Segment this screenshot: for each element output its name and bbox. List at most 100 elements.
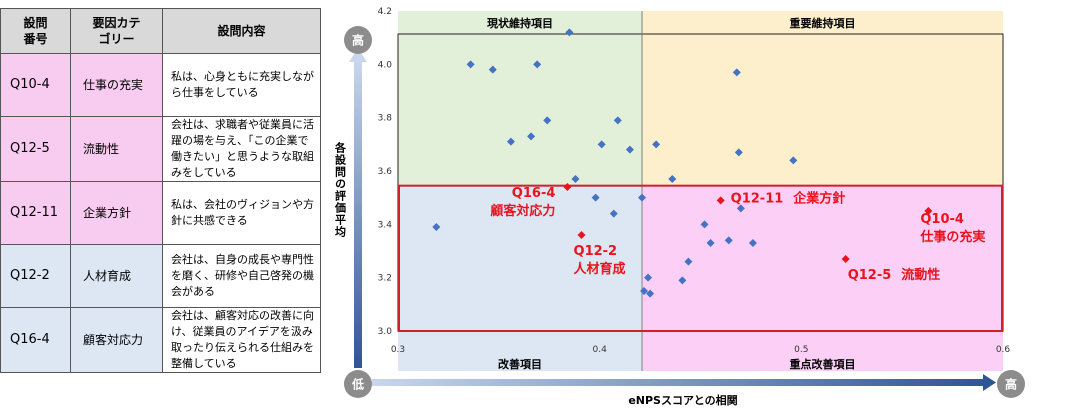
- y-high-badge: [344, 26, 372, 54]
- data-point: [466, 60, 475, 69]
- y-tick-label: 3.2: [378, 274, 392, 284]
- x-high-badge: [997, 370, 1025, 398]
- question-number-cell: Q12-5: [0, 116, 71, 182]
- highlight-category-label: 流動性: [901, 267, 940, 283]
- data-point: [724, 236, 733, 245]
- data-point: [543, 116, 552, 125]
- data-point: [488, 65, 497, 74]
- table-row: Q12-11 企業方針 私は、会社のヴィジョンや方針に共感できる: [0, 180, 321, 245]
- data-point: [646, 289, 655, 298]
- question-number-cell: Q10-4: [0, 53, 71, 117]
- y-tick-label: 3.4: [378, 220, 393, 230]
- data-point: [640, 287, 649, 295]
- data-point: [678, 276, 687, 285]
- plot-frame: [397, 11, 1004, 371]
- data-point: [571, 175, 580, 183]
- y-tick-label: 3.0: [378, 327, 393, 337]
- header-question-number: 設問 番号: [0, 8, 71, 54]
- table-body: Q10-4 仕事の充実 私は、心身ともに充実しながら仕事をしている Q12-5 流動性会…: [0, 53, 321, 373]
- question-number-cell: Q16-4: [0, 306, 71, 373]
- focus-region-border: [398, 184, 1003, 332]
- y-tick-label: 4.2: [378, 7, 392, 17]
- table-header-row: 設問 番号 要因カテ ゴリー 設問内容: [0, 8, 321, 54]
- data-point: [732, 68, 741, 77]
- question-content-cell: 会社は、自身の成長や専門性を磨く、研修や自己啓発の機会がある: [162, 243, 321, 308]
- question-content-cell: 私は、会社のヴィジョンや方針に共感できる: [162, 180, 321, 245]
- data-point: [734, 148, 743, 157]
- data-point: [591, 193, 600, 202]
- scatter-chart: 3.0 3.2 3.4 3.6 3.8 4.0 4.2 0.3 0.4 0.5 0.6 現状維持項目…: [334, 7, 1025, 407]
- highlight-id-label: Q16-4: [512, 186, 556, 201]
- highlight-category-label: 仕事の充実: [919, 229, 985, 245]
- data-point: [748, 239, 757, 247]
- data-point: [533, 60, 542, 69]
- factor-category-cell: 流動性: [70, 116, 163, 182]
- data-point: [789, 156, 798, 165]
- x-axis-arrow-head: [983, 374, 996, 391]
- question-table: 設問 番号 要因カテ ゴリー 設問内容 Q10-4 仕事の充実 私は、心身ともに充実…: [0, 8, 321, 373]
- y-tick-label: 4.0: [378, 60, 393, 70]
- y-tick-label: 3.6: [378, 167, 393, 177]
- data-point: [527, 132, 536, 141]
- header-factor-category: 要因カテ ゴリー: [70, 8, 163, 54]
- question-number-cell: Q12-2: [0, 243, 71, 308]
- quadrant-top-left: [398, 11, 643, 186]
- x-tick-label: 0.5: [794, 345, 808, 355]
- question-content-cell: 会社は、顧客対応の改善に向け、従業員のアイデアを汲み取ったり伝えられる仕組みを整…: [162, 306, 321, 373]
- quadrant-label-bottom-right: 重点改善項目: [790, 357, 856, 371]
- header-question-content: 設問内容: [162, 8, 321, 54]
- data-point: [597, 140, 606, 149]
- quadrant-label-bottom-left: 改善項目: [498, 357, 542, 371]
- highlight-id-label: Q12-11: [731, 191, 784, 206]
- factor-category-cell: 人材育成: [70, 243, 163, 308]
- table-row: Q16-4 顧客対応力 会社は、顧客対応の改善に向け、従業員のアイデアを汲み取ったり…: [0, 306, 321, 373]
- highlight-point: [563, 183, 572, 191]
- y-axis-arrow-head: [349, 48, 367, 62]
- table-row: Q12-5 流動性 会社は、求職者や従業員に活躍の場を与え、「この企業で働きたい」と…: [0, 116, 321, 182]
- highlight-id-label: Q12-5: [848, 268, 892, 283]
- data-point: [668, 175, 677, 183]
- data-point: [613, 116, 622, 125]
- question-number-cell: Q12-11: [0, 180, 71, 245]
- x-tick-label: 0.4: [593, 345, 608, 355]
- origin-low-label: 低: [351, 377, 364, 392]
- origin-low-badge: [344, 370, 372, 398]
- x-tick-label: 0.3: [391, 345, 405, 355]
- factor-category-cell: 企業方針: [70, 180, 163, 245]
- data-point: [700, 220, 709, 229]
- data-point: [736, 204, 745, 213]
- axis-ticks: 3.0 3.2 3.4 3.6 3.8 4.0 4.2 0.3 0.4 0.5 0.6: [378, 7, 1011, 355]
- highlight-id-label: Q12-2: [574, 244, 618, 259]
- highlight-layer: Q16-4 顧客対応力 Q12-2 人材育成 Q12-11 企業方針 Q10-4 仕事の充実 Q…: [490, 183, 985, 283]
- highlight-category-label: 企業方針: [792, 190, 845, 206]
- data-point: [706, 239, 715, 247]
- y-high-label: 高: [352, 33, 364, 48]
- table-row: Q10-4 仕事の充実 私は、心身ともに充実しながら仕事をしている: [0, 53, 321, 117]
- data-point: [506, 137, 515, 146]
- highlight-point: [841, 255, 850, 263]
- highlight-point: [924, 207, 933, 215]
- quadrant-backgrounds: [398, 11, 1003, 371]
- factor-category-cell: 仕事の充実: [70, 53, 163, 117]
- highlight-id-label: Q10-4: [920, 212, 964, 227]
- quadrant-label-top-right: 重要維持項目: [790, 16, 856, 30]
- highlight-category-label: 顧客対応力: [490, 203, 555, 219]
- x-tick-label: 0.6: [996, 345, 1011, 355]
- quadrant-top-right: [642, 11, 1003, 186]
- table-row: Q12-2 人材育成 会社は、自身の成長や専門性を磨く、研修や自己啓発の機会がある: [0, 243, 321, 308]
- data-point: [432, 223, 441, 231]
- y-axis-title: 各設問の評価平均: [334, 141, 348, 238]
- highlight-category-label: 人材育成: [574, 261, 626, 277]
- factor-category-cell: 顧客対応力: [70, 306, 163, 373]
- x-axis-title: eNPSスコアとの相関: [628, 393, 737, 407]
- data-points: [432, 28, 798, 298]
- quadrant-label-top-left: 現状維持項目: [487, 16, 553, 30]
- quadrant-bottom-left: [398, 185, 643, 371]
- y-tick-label: 3.8: [378, 114, 393, 124]
- y-axis-arrow-shaft: [354, 60, 362, 368]
- data-point: [638, 193, 647, 202]
- question-content-cell: 私は、心身ともに充実しながら仕事をしている: [162, 53, 321, 117]
- highlight-point: [716, 196, 725, 205]
